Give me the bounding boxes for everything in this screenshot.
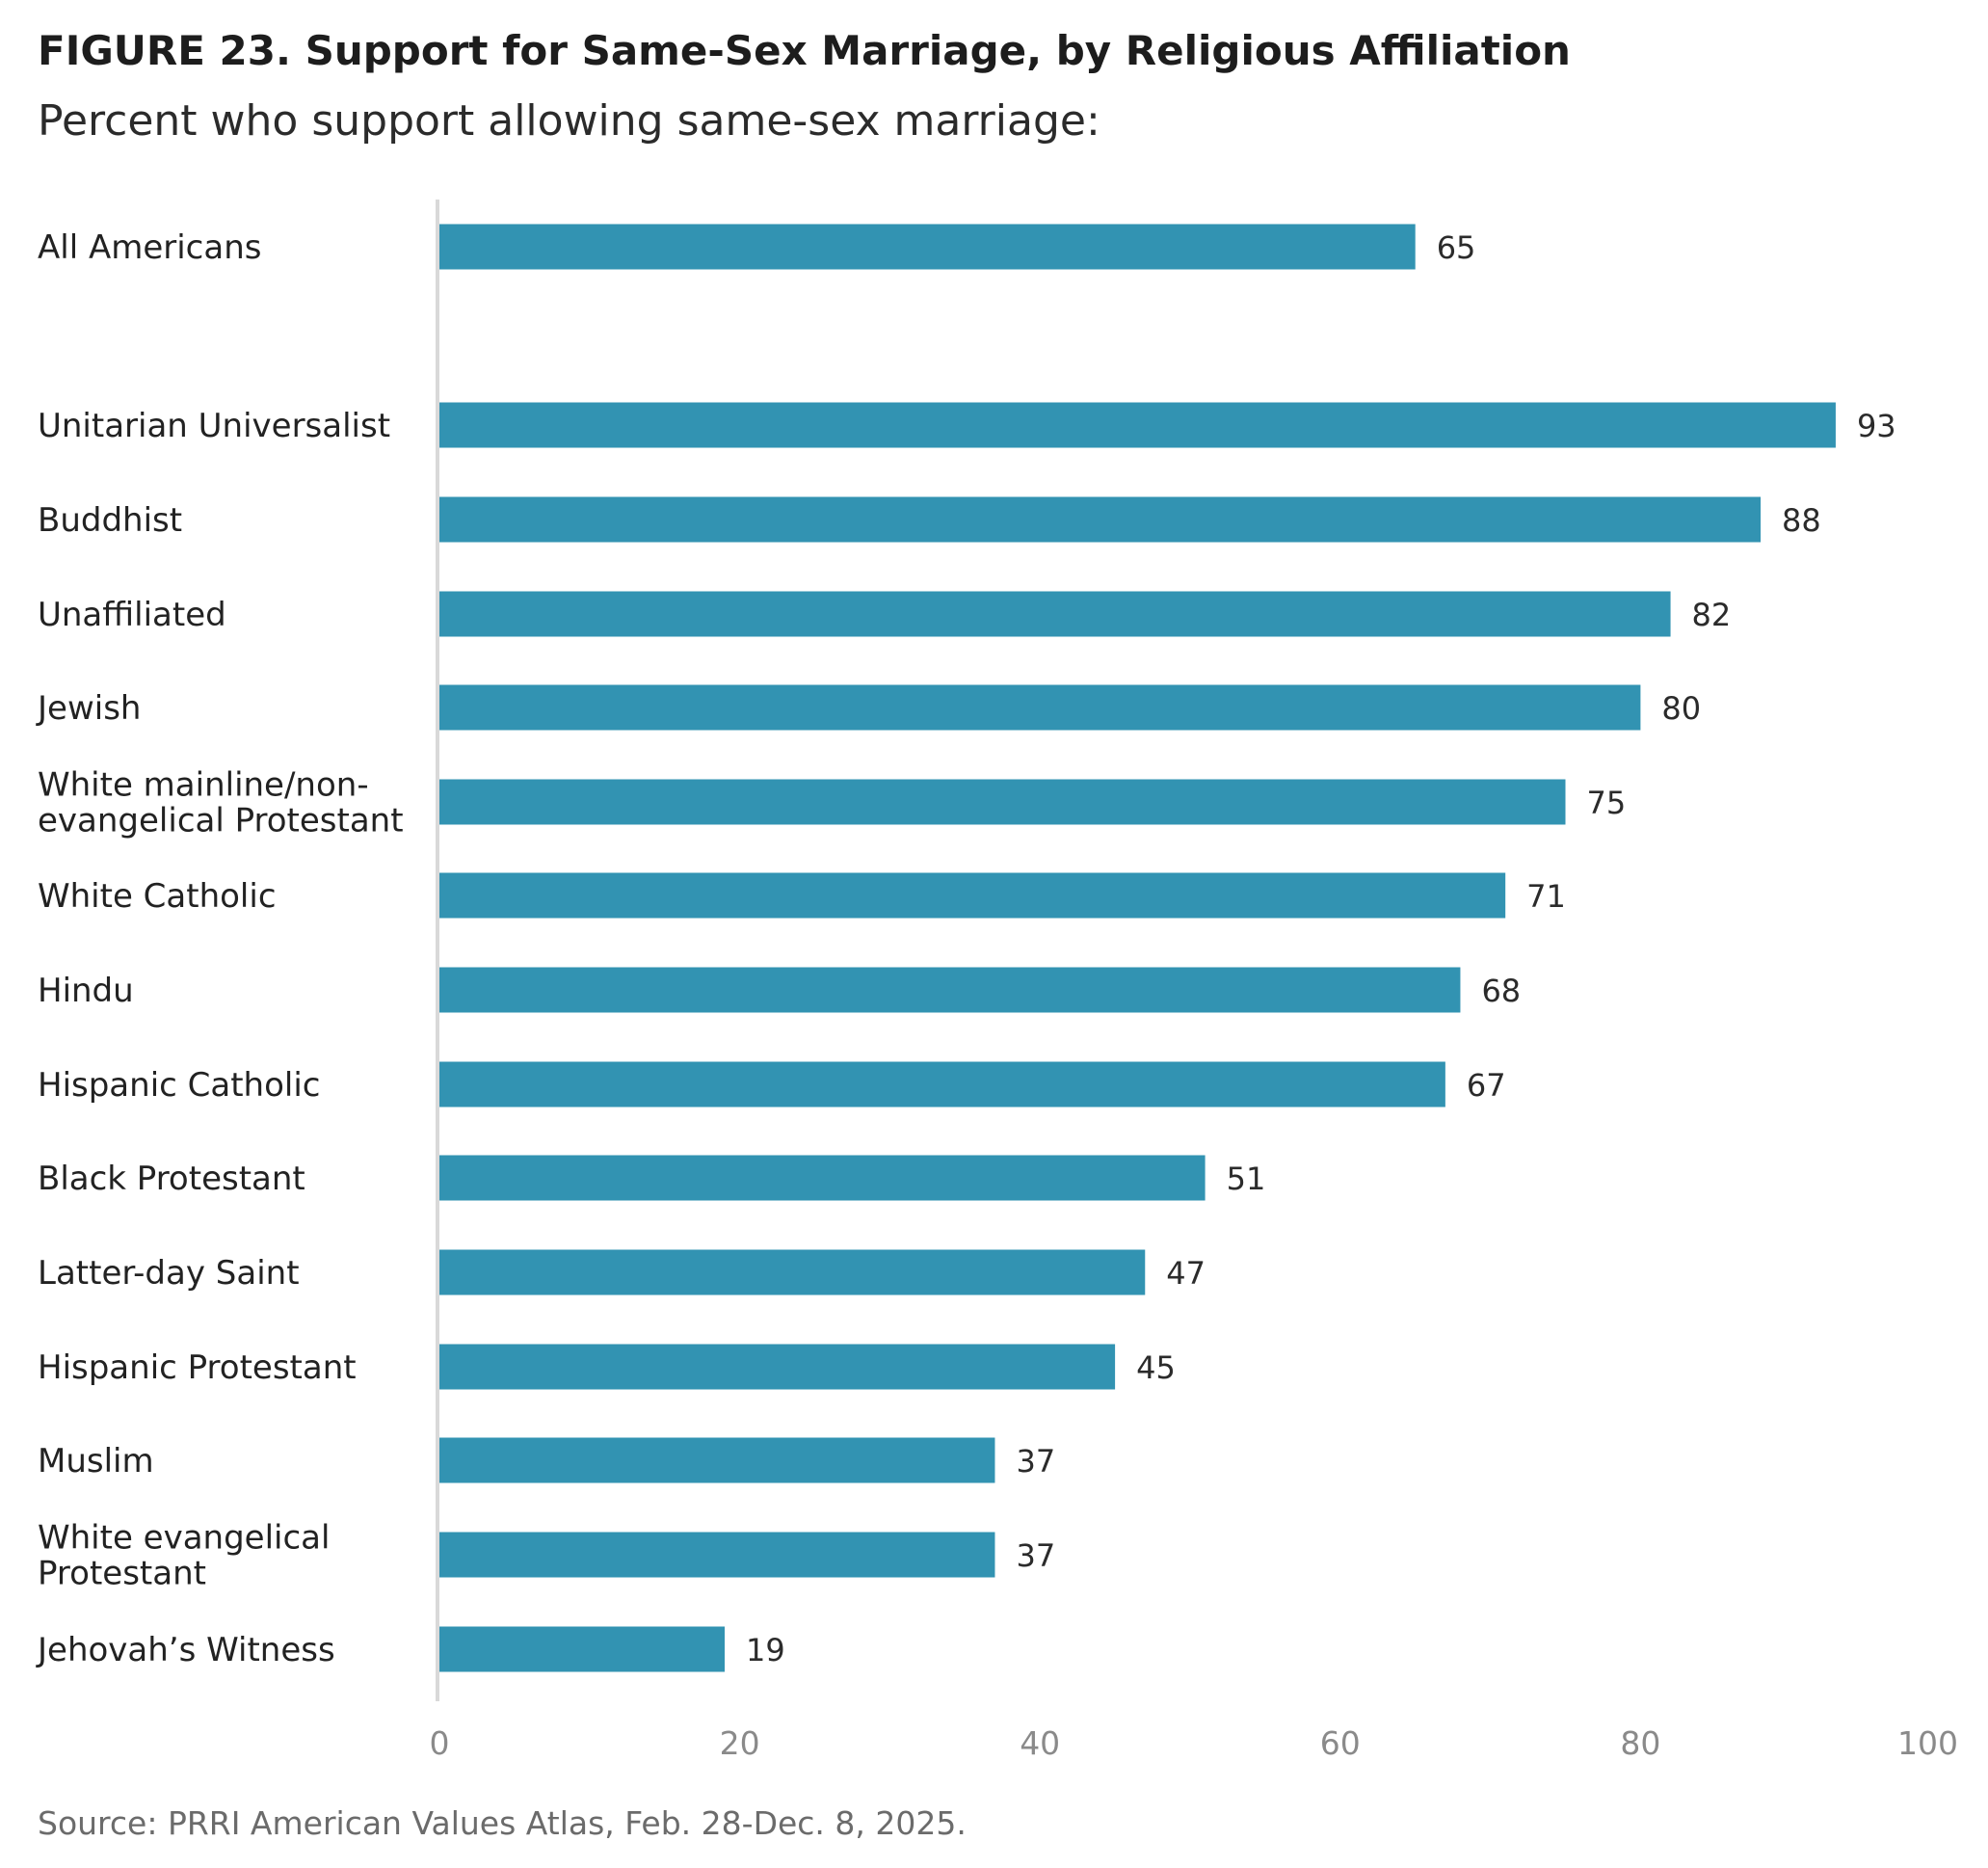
bar bbox=[439, 872, 1506, 919]
chart-title: FIGURE 23. Support for Same-Sex Marriage… bbox=[38, 27, 1571, 74]
bar bbox=[439, 1061, 1445, 1107]
bar bbox=[439, 224, 1416, 270]
value-label: 51 bbox=[1227, 1161, 1266, 1197]
value-label: 80 bbox=[1661, 690, 1701, 727]
bar bbox=[439, 1155, 1206, 1201]
category-label: Muslim bbox=[38, 1442, 154, 1481]
source-note: Source: PRRI American Values Atlas, Feb.… bbox=[38, 1804, 967, 1842]
value-label: 82 bbox=[1692, 597, 1732, 633]
category-label: Unaffiliated bbox=[38, 596, 226, 634]
bar bbox=[439, 779, 1566, 825]
x-tick-label: 0 bbox=[430, 1724, 450, 1762]
bar bbox=[439, 1344, 1116, 1390]
bar bbox=[439, 967, 1461, 1013]
value-label: 75 bbox=[1587, 785, 1627, 821]
bar bbox=[439, 1626, 726, 1672]
x-tick-label: 100 bbox=[1897, 1724, 1958, 1762]
value-label: 37 bbox=[1016, 1537, 1055, 1574]
x-tick-label: 40 bbox=[1020, 1724, 1060, 1762]
category-label: Hindu bbox=[38, 972, 134, 1010]
category-label: Jehovah’s Witness bbox=[36, 1631, 335, 1669]
category-label: White Catholic bbox=[38, 877, 277, 916]
bar bbox=[439, 1249, 1146, 1295]
value-label: 93 bbox=[1857, 408, 1896, 444]
bar bbox=[439, 591, 1671, 637]
category-label: White evangelical Protestant bbox=[38, 1519, 330, 1593]
bar bbox=[439, 684, 1641, 731]
x-tick-label: 80 bbox=[1620, 1724, 1660, 1762]
value-label: 67 bbox=[1467, 1067, 1506, 1104]
x-tick-label: 20 bbox=[720, 1724, 760, 1762]
category-label: Jewish bbox=[36, 689, 141, 728]
category-label: Latter-day Saint bbox=[38, 1254, 300, 1293]
bar bbox=[439, 496, 1762, 543]
value-label: 68 bbox=[1481, 973, 1521, 1009]
bar bbox=[439, 1437, 995, 1483]
x-tick-label: 60 bbox=[1320, 1724, 1361, 1762]
bar bbox=[439, 402, 1836, 448]
bar-chart: 65 All Americans 93 Unitarian Universalist 8… bbox=[36, 200, 1958, 1762]
category-label: Black Protestant bbox=[38, 1160, 305, 1198]
value-label: 71 bbox=[1526, 878, 1566, 915]
category-label: Hispanic Protestant bbox=[38, 1348, 357, 1387]
chart-subtitle: Percent who support allowing same-sex ma… bbox=[38, 96, 1100, 146]
value-label: 45 bbox=[1136, 1349, 1176, 1386]
value-label: 65 bbox=[1437, 229, 1476, 266]
value-label: 88 bbox=[1782, 502, 1821, 539]
value-label: 19 bbox=[746, 1632, 785, 1668]
category-label: Hispanic Catholic bbox=[38, 1066, 320, 1105]
value-label: 37 bbox=[1016, 1443, 1055, 1480]
bar bbox=[439, 1532, 995, 1578]
category-label: Buddhist bbox=[38, 501, 182, 540]
category-label: Unitarian Universalist bbox=[38, 407, 390, 445]
category-label: White mainline/non-evangelical Protestan… bbox=[38, 766, 404, 841]
category-label: All Americans bbox=[38, 228, 261, 267]
value-label: 47 bbox=[1166, 1255, 1206, 1292]
